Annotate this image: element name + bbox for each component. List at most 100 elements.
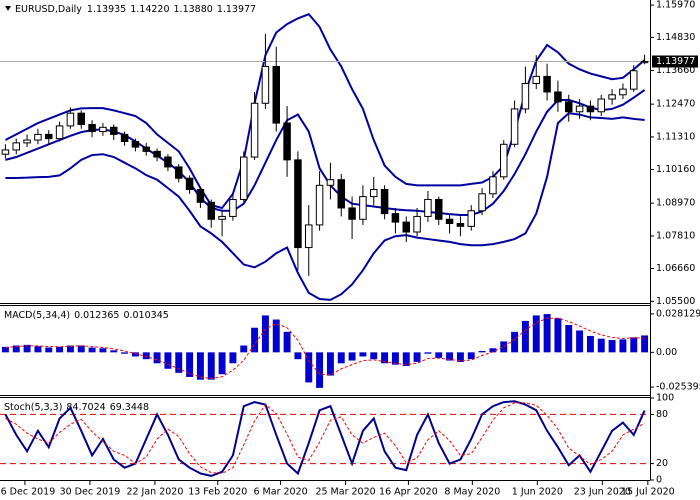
x-tick-label: 6 Mar 2020 [253,487,307,498]
macd-bar [467,352,475,360]
macd-bar [586,335,594,353]
macd-bar [121,352,129,354]
macd-bar [164,352,172,369]
last-price-tag [652,55,698,68]
x-tick-label: 13 Feb 2020 [188,487,247,498]
candle-body [326,179,335,186]
macd-bar [478,350,486,353]
candle-body [489,176,497,195]
y-tick-label: 1.15970 [656,0,695,11]
y-tick-label: 0.00 [656,347,677,358]
candle-body [467,210,475,227]
macd-bar [294,352,302,360]
macd-bar [196,352,204,380]
macd-name: MACD(5,34,4) [4,310,70,321]
y-tick-label: 1.12470 [656,99,695,110]
y-tick-label: 100 [656,393,674,404]
macd-bar [110,350,118,353]
candle-body [99,126,107,133]
candle-body [543,75,551,93]
macd-bar [186,352,194,377]
candle-body [424,198,432,217]
chart-title: EURUSD,Daily 1.13935 1.14220 1.13880 1.13977 [15,4,256,15]
candle-body [218,215,226,220]
macd-bar [576,330,584,353]
macd-bar [370,352,378,360]
x-tick-label: 1 Jun 2020 [512,487,563,498]
macd-bar [142,352,150,360]
y-tick-label: 20 [656,458,668,469]
candle-body [45,133,53,140]
candle-body [34,133,42,141]
macd-bar [543,314,551,353]
macd-bar [261,315,269,353]
candle-body [597,98,605,113]
close-value: 1.13977 [217,4,256,15]
candle-body [131,140,140,148]
macd-bar [66,345,74,353]
symbol-icon [5,6,11,11]
candle-body [402,221,410,233]
y-tick-label: 1.06660 [656,263,695,274]
macd-bar [77,345,85,353]
macd-bar [597,338,605,353]
candle-body [120,133,129,142]
candle-body [175,166,183,179]
stoch-main-line [4,400,646,477]
macd-bar [23,344,31,353]
macd-bar [619,339,627,353]
macd-bar [34,346,42,353]
high-value: 1.14220 [130,4,169,15]
macd-bar [391,352,399,365]
macd-bar [413,352,421,362]
candle-body [305,224,313,249]
macd-bar [565,325,573,353]
macd-bar [511,331,519,353]
macd-bar [435,352,443,358]
low-value: 1.13880 [174,4,213,15]
plot-layer [0,12,650,477]
macd-bar [326,352,334,376]
macd-bar [489,348,497,353]
open-value: 1.13935 [87,4,126,15]
macd-bar [446,352,454,361]
x-tick-label: 25 Mar 2020 [315,487,375,498]
candle-body [640,60,649,64]
macd-bar [456,352,464,362]
macd-bar [229,352,237,364]
candle-body [12,142,20,151]
candle-body [66,112,75,127]
y-tick-label: 1.11310 [656,131,695,142]
macd-bar [283,331,291,353]
stoch-signal-line [5,402,645,474]
macd-bar [88,347,96,353]
signal-value: 0.010345 [123,310,168,321]
y-tick-label: 1.07810 [656,230,695,241]
macd-bar [240,345,248,353]
macd-bar [251,327,259,353]
macd-bar [554,318,562,353]
candle-body [380,189,389,215]
candle-body [370,189,378,198]
candle-body [619,88,627,96]
candle-body [272,66,280,124]
bollinger-upper [4,12,646,210]
y-tick-label: 1.08970 [656,198,695,209]
x-tick-label: 16 Apr 2020 [379,487,438,498]
x-tick-label: 23 Jun 2020 [574,487,631,498]
candle-body [337,179,345,209]
macd-bar [175,352,183,373]
candle-body [196,189,205,203]
candle-body [630,70,638,90]
macd-bar [1,346,9,353]
macd-bar [131,352,139,357]
candle-body [240,156,248,200]
y-tick-label: 1.14830 [656,32,695,43]
last-price-label: 1.13977 [656,56,695,67]
candle-body [1,149,10,155]
candle-body [77,112,85,125]
macd-bar [56,346,64,353]
candle-body [586,105,595,113]
